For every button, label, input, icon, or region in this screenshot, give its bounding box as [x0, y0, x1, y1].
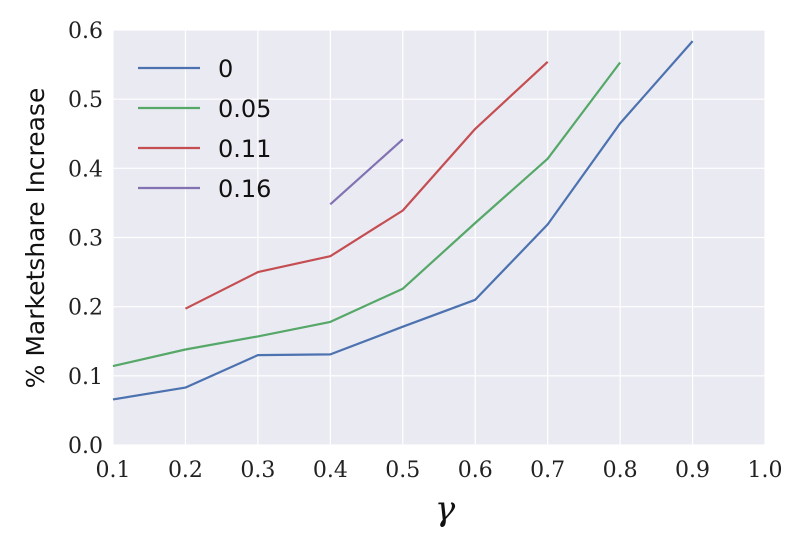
y-tick-labels: 0.0 0.1 0.2 0.3 0.4 0.5 0.6	[68, 19, 103, 459]
series-layer	[112, 40, 694, 401]
x-tick-label: 0.6	[458, 458, 493, 483]
y-tick-label: 0.6	[68, 19, 103, 44]
x-axis-label: γ	[435, 489, 456, 529]
legend-entry: 0.11	[138, 135, 271, 163]
x-tick-label: 0.1	[96, 458, 131, 483]
y-tick-label: 0.4	[68, 157, 103, 182]
legend-label: 0.11	[218, 135, 271, 163]
series-line-0-05	[112, 61, 621, 368]
y-tick-label: 0.1	[68, 365, 103, 390]
legend: 0 0.05 0.11 0.16	[138, 55, 271, 203]
x-tick-label: 0.8	[603, 458, 638, 483]
x-tick-label: 0.3	[240, 458, 275, 483]
y-tick-label: 0.5	[68, 88, 103, 113]
legend-label: 0.05	[218, 95, 271, 123]
x-tick-label: 0.2	[168, 458, 203, 483]
x-tick-labels: 0.1 0.2 0.3 0.4 0.5 0.6 0.7 0.8 0.9 1.0	[96, 458, 783, 483]
y-tick-label: 0.0	[68, 434, 103, 459]
legend-entry: 0.05	[138, 95, 271, 123]
x-tick-label: 0.5	[385, 458, 420, 483]
y-axis-label: % Marketshare Increase	[21, 88, 50, 389]
series-line-0	[112, 40, 694, 401]
x-tick-label: 0.7	[530, 458, 565, 483]
y-tick-label: 0.3	[68, 227, 103, 252]
x-tick-label: 1.0	[748, 458, 783, 483]
series-line-0-11	[184, 60, 549, 310]
x-tick-label: 0.4	[313, 458, 348, 483]
legend-label: 0	[218, 55, 233, 83]
series-line-0-16	[329, 138, 404, 206]
legend-entry: 0.16	[138, 175, 271, 203]
y-tick-label: 0.2	[68, 296, 103, 321]
legend-entry: 0	[138, 55, 233, 83]
x-tick-label: 0.9	[675, 458, 710, 483]
legend-label: 0.16	[218, 175, 271, 203]
